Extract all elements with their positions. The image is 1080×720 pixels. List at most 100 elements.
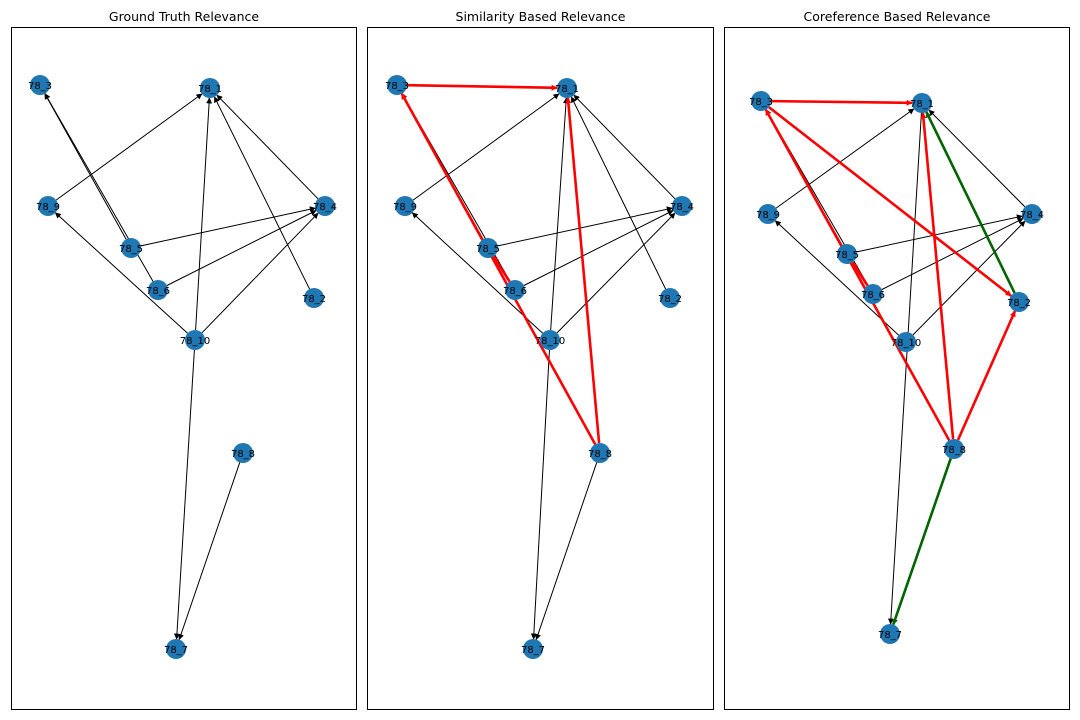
node-label-78_6: 78_6: [146, 286, 170, 297]
node-label-78_8: 78_8: [231, 449, 255, 460]
edge-78_9-to-78_1: [775, 108, 915, 209]
edge-78_8-to-78_7: [178, 462, 241, 641]
node-78_1: [557, 78, 577, 98]
edge-78_5-to-78_4: [856, 214, 1023, 253]
edge-78_1-to-78_7: [887, 112, 922, 625]
node-label-78_2: 78_2: [302, 294, 326, 305]
node-78_4: [1022, 204, 1042, 224]
edge-78_8-to-78_7: [892, 458, 952, 626]
edge-78_10-to-78_1: [550, 97, 569, 331]
edge-78_8-to-78_1: [920, 112, 955, 440]
node-78_2: [304, 288, 324, 308]
edge-78_10-to-78_9: [54, 212, 188, 334]
edge-78_8-to-78_2: [956, 310, 1017, 441]
node-label-78_9: 78_9: [393, 202, 417, 213]
graph-panel-0: 78_3 78_1 78_9 78_4 78_5 78_6 78_2 78_10 78_8 78_…: [28, 75, 337, 659]
node-78_4: [672, 196, 692, 216]
node-78_3: [30, 75, 50, 95]
node-label-78_4: 78_4: [313, 202, 337, 213]
edge-78_4-to-78_1: [928, 109, 1026, 208]
node-78_8: [590, 443, 610, 463]
node-78_5: [121, 238, 141, 258]
node-label-78_8: 78_8: [942, 445, 966, 456]
edge-78_3-to-78_1: [406, 83, 558, 91]
panel-ground-truth: Ground Truth Relevance: [11, 0, 357, 720]
node-label-78_3: 78_3: [28, 81, 52, 92]
node-78_4: [315, 196, 335, 216]
node-label-78_2: 78_2: [1007, 298, 1031, 309]
node-label-78_10: 78_10: [535, 336, 565, 347]
node-78_8: [233, 443, 253, 463]
edge-78_3-to-78_2: [768, 106, 1012, 297]
edge-78_6-to-78_4: [881, 218, 1024, 290]
edge-78_2-to-78_1: [570, 96, 667, 290]
edge-78_8-to-78_7: [535, 462, 598, 641]
edge-78_6-to-78_5: [851, 261, 869, 287]
edge-78_2-to-78_1: [925, 111, 1016, 294]
node-78_3: [387, 75, 407, 95]
edge-78_10-to-78_4: [201, 212, 319, 334]
graph-canvas: 78_3 78_1 78_9 78_4 78_5 78_6 78_2 78_10 78_8 78_…: [28, 75, 1044, 659]
node-78_9: [395, 196, 415, 216]
node-78_6: [148, 280, 168, 300]
node-78_1: [200, 78, 220, 98]
node-label-78_1: 78_1: [198, 84, 222, 95]
node-label-78_5: 78_5: [476, 244, 500, 255]
node-label-78_3: 78_3: [749, 97, 773, 108]
edge-78_6-to-78_4: [166, 210, 317, 286]
node-label-78_4: 78_4: [1020, 210, 1044, 221]
node-label-78_10: 78_10: [891, 338, 921, 349]
node-78_3: [751, 91, 771, 111]
graph-panel-2: 78_3 78_1 78_9 78_4 78_5 78_6 78_2 78_10 78_8 78_…: [749, 91, 1044, 644]
edge-78_2-to-78_1: [213, 96, 311, 290]
node-label-78_10: 78_10: [180, 336, 210, 347]
edge-78_10-to-78_4: [556, 212, 676, 334]
node-78_7: [880, 624, 900, 644]
node-label-78_1: 78_1: [910, 99, 934, 110]
node-78_10: [185, 330, 205, 350]
node-78_5: [837, 244, 857, 264]
panel-frame: [367, 27, 714, 710]
node-label-78_4: 78_4: [670, 202, 694, 213]
node-78_5: [478, 238, 498, 258]
node-label-78_5: 78_5: [835, 250, 859, 261]
panel-title: Similarity Based Relevance: [455, 9, 626, 24]
node-label-78_6: 78_6: [861, 290, 885, 301]
edge-78_10-to-78_4: [912, 220, 1026, 336]
node-label-78_2: 78_2: [658, 294, 682, 305]
node-78_10: [540, 330, 560, 350]
edge-78_8-to-78_3: [400, 93, 597, 445]
node-78_2: [1009, 292, 1029, 312]
panel-similarity: Similarity Based Relevance: [367, 0, 714, 720]
node-label-78_9: 78_9: [756, 210, 780, 221]
graph-panel-1: 78_3 78_1 78_9 78_4 78_5 78_6 78_2 78_10 78_8 78_…: [385, 75, 694, 659]
node-78_10: [896, 332, 916, 352]
node-label-78_7: 78_7: [878, 630, 902, 641]
edge-78_4-to-78_1: [216, 94, 319, 200]
node-78_2: [660, 288, 680, 308]
edge-78_8-to-78_1: [565, 97, 601, 444]
node-78_7: [166, 639, 186, 659]
edge-78_10-to-78_7: [530, 349, 550, 640]
node-label-78_9: 78_9: [36, 202, 60, 213]
edge-78_8-to-78_3: [764, 109, 951, 441]
node-78_9: [758, 204, 778, 224]
edge-78_5-to-78_4: [140, 206, 316, 247]
panel-frame: [11, 27, 357, 710]
edge-78_6-to-78_4: [523, 210, 674, 286]
edge-78_9-to-78_1: [55, 93, 203, 201]
node-label-78_5: 78_5: [119, 244, 143, 255]
node-label-78_1: 78_1: [555, 84, 579, 95]
edge-78_6-to-78_5: [492, 255, 511, 283]
edge-78_10-to-78_7: [173, 349, 195, 640]
edge-78_5-to-78_4: [497, 206, 673, 247]
edge-78_9-to-78_1: [412, 93, 560, 201]
node-label-78_3: 78_3: [385, 81, 409, 92]
node-label-78_7: 78_7: [164, 645, 188, 656]
node-label-78_8: 78_8: [588, 449, 612, 460]
node-78_6: [863, 284, 883, 304]
node-78_9: [38, 196, 58, 216]
node-78_7: [523, 639, 543, 659]
edge-78_4-to-78_1: [573, 94, 676, 200]
panel-title: Ground Truth Relevance: [108, 9, 260, 24]
